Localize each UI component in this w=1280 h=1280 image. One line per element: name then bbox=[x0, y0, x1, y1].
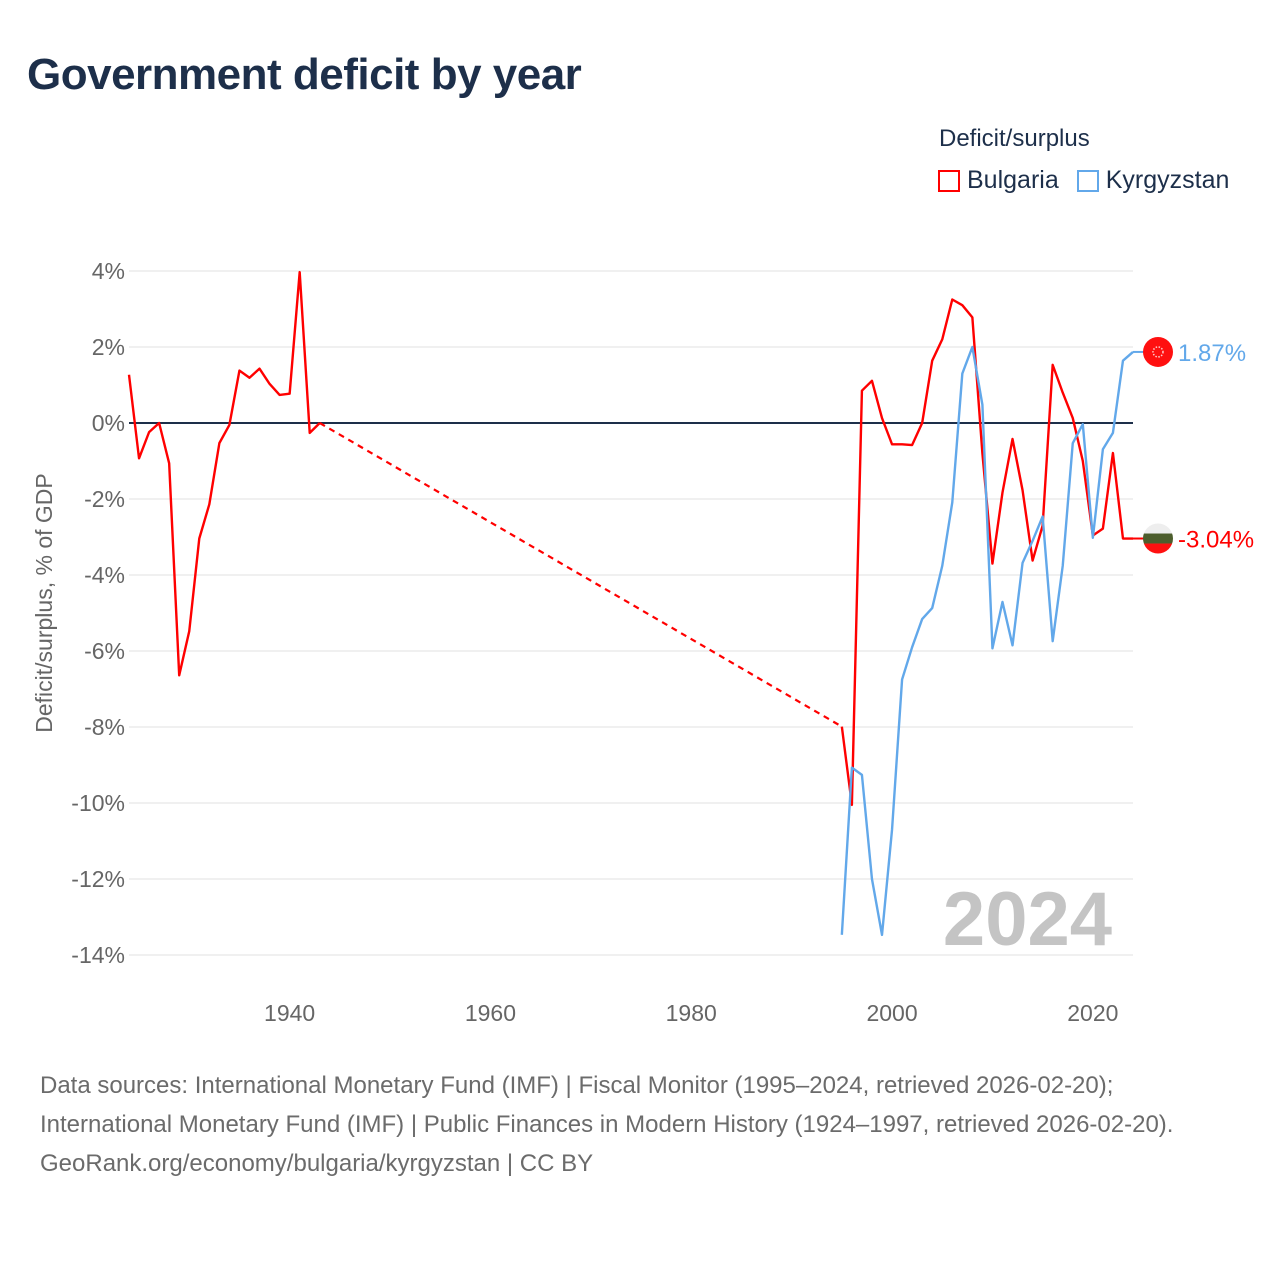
year-watermark: 2024 bbox=[943, 877, 1112, 962]
legend-item-bulgaria[interactable]: Bulgaria bbox=[938, 166, 1059, 195]
y-tick-label: -12% bbox=[71, 866, 125, 892]
x-tick-label: 1980 bbox=[666, 1000, 717, 1026]
credit-link[interactable]: GeoRank.org/economy/bulgaria/kyrgyzstan … bbox=[40, 1150, 594, 1177]
series-line-kyrgyzstan bbox=[840, 345, 1134, 937]
series-line-bulgaria bbox=[127, 270, 321, 677]
y-tick-label: 2% bbox=[92, 334, 125, 360]
y-axis-label: Deficit/surplus, % of GDP bbox=[31, 473, 57, 732]
x-tick-label: 1940 bbox=[264, 1000, 315, 1026]
end-value-label-bulgaria: -3.04% bbox=[1178, 527, 1254, 554]
y-tick-label: 0% bbox=[92, 410, 125, 436]
end-value-label-kyrgyzstan: 1.87% bbox=[1178, 340, 1246, 367]
y-tick-label: -4% bbox=[84, 562, 125, 588]
x-tick-label: 2020 bbox=[1067, 1000, 1118, 1026]
legend-item-kyrgyzstan[interactable]: Kyrgyzstan bbox=[1076, 166, 1230, 195]
flag-icon-bulgaria bbox=[1143, 523, 1173, 554]
legend-swatch-kyrgyzstan bbox=[1076, 169, 1099, 192]
legend-title: Deficit/surplus bbox=[939, 125, 1090, 152]
series-gap-bulgaria bbox=[319, 422, 843, 728]
y-tick-label: -8% bbox=[84, 714, 125, 740]
footer: Data sources: International Monetary Fun… bbox=[40, 1066, 1240, 1183]
y-tick-label: 4% bbox=[92, 258, 125, 284]
data-sources: Data sources: International Monetary Fun… bbox=[40, 1072, 1174, 1138]
flag-icon-kyrgyzstan bbox=[1143, 336, 1173, 367]
flag-sun-icon bbox=[1152, 346, 1164, 358]
chart-title: Government deficit by year bbox=[27, 50, 582, 99]
y-tick-label: -2% bbox=[84, 486, 125, 512]
x-tick-label: 1960 bbox=[465, 1000, 516, 1026]
legend-label: Bulgaria bbox=[967, 166, 1059, 194]
legend-swatch-bulgaria bbox=[938, 169, 960, 192]
y-tick-label: -14% bbox=[71, 942, 125, 968]
y-tick-label: -10% bbox=[71, 790, 125, 816]
x-tick-label: 2000 bbox=[866, 1000, 917, 1026]
legend-label: Kyrgyzstan bbox=[1105, 166, 1230, 194]
line-chart: 4% 2% 0% -2% -4% -6% -8% -10% -12% -14% 1940 1960 19… bbox=[31, 258, 1254, 1026]
y-tick-label: -6% bbox=[84, 638, 125, 664]
legend: Bulgaria Kyrgyzstan bbox=[938, 166, 1229, 195]
